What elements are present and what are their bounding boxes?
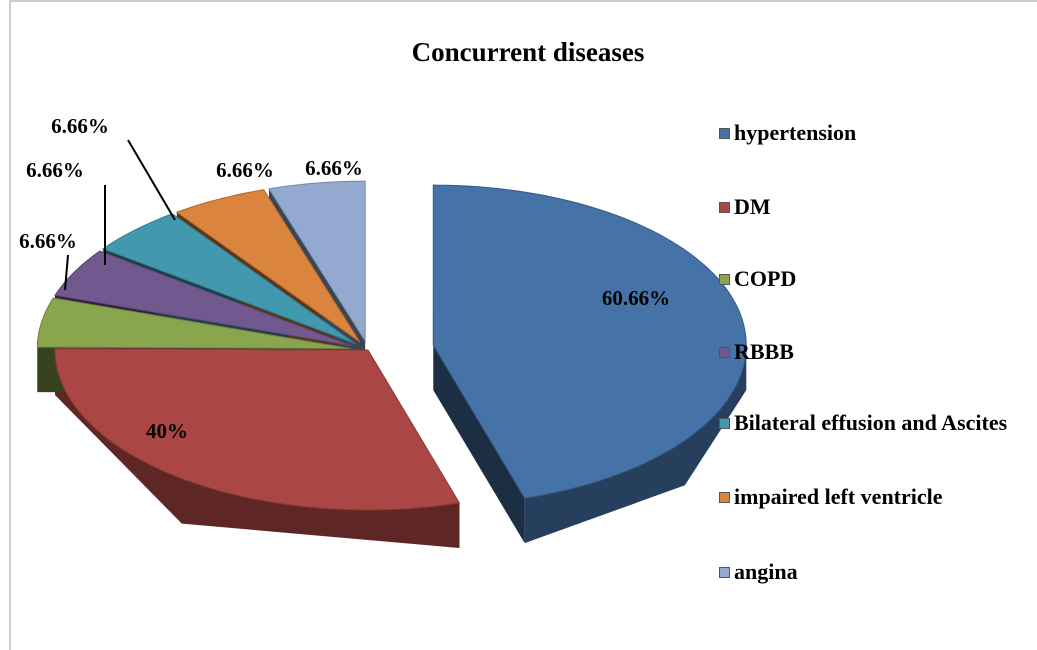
legend-swatch [719, 418, 730, 429]
leader-line [64, 254, 69, 291]
leader-line [127, 139, 176, 221]
legend-item: RBBB [719, 337, 1014, 367]
legend-swatch [719, 347, 730, 358]
slice [36, 297, 351, 350]
legend-swatch [719, 128, 730, 139]
legend-item: COPD [719, 264, 1014, 294]
legend-label: DM [734, 194, 771, 219]
legend-item: impaired left ventricle [719, 482, 1014, 512]
legend-label: COPD [734, 266, 797, 291]
data-label: 40% [146, 419, 188, 443]
pie-tops [36, 180, 747, 511]
legend-swatch [719, 492, 730, 503]
data-label: 6.66% [51, 114, 109, 138]
legend-swatch [719, 274, 730, 285]
legend-item: Bilateral effusion and Ascites [719, 408, 1014, 438]
legend-label: angina [734, 559, 798, 584]
slice-side [524, 345, 747, 544]
slice [268, 180, 366, 343]
data-label: 6.66% [305, 156, 363, 180]
data-label: 60.66% [602, 286, 670, 310]
slice [102, 213, 356, 345]
data-label: 6.66% [216, 158, 274, 182]
legend-label: impaired left ventricle [734, 484, 943, 509]
slice-side [55, 350, 460, 548]
slice [175, 189, 361, 343]
legend-label: hypertension [734, 120, 857, 145]
slice [432, 184, 747, 499]
legend-swatch [719, 567, 730, 578]
frame [9, 0, 1037, 650]
legend-label: RBBB [734, 339, 794, 364]
legend-item: hypertension [719, 118, 1014, 148]
data-label: 6.66% [19, 229, 77, 253]
slice-wall [433, 345, 525, 544]
legend-item: angina [719, 557, 1014, 587]
chart-title: Concurrent diseases [412, 37, 645, 67]
legend-label: Bilateral effusion and Ascites [734, 410, 1008, 435]
slice [54, 250, 353, 347]
legend-swatch [719, 202, 730, 213]
data-label: 6.66% [26, 158, 84, 182]
slice [54, 348, 461, 511]
legend-item: DM [719, 192, 1014, 222]
